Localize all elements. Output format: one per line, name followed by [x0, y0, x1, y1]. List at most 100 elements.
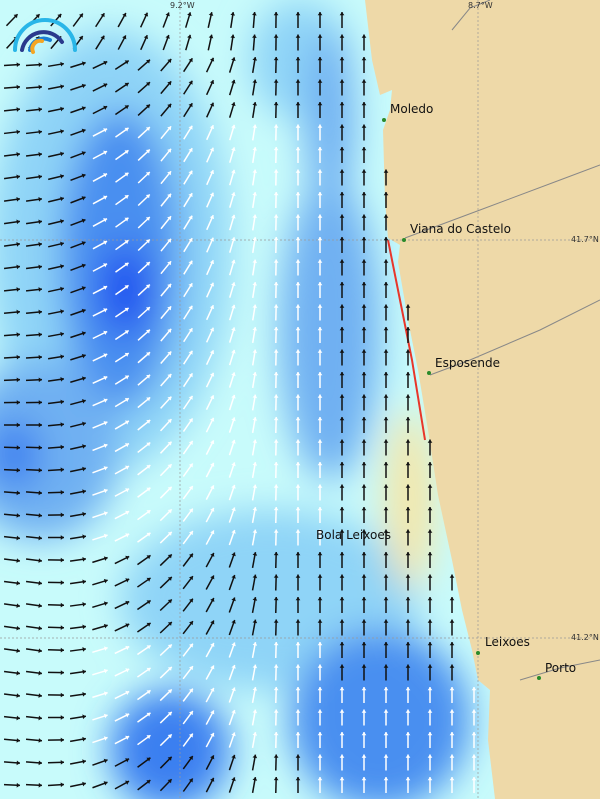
wave-arrow-head — [273, 192, 279, 196]
wave-arrow-head — [231, 529, 236, 534]
place-moledo[interactable]: Moledo — [390, 102, 434, 116]
wave-arrow-head — [295, 754, 301, 758]
wave-arrow-head — [16, 174, 20, 180]
wave-arrow-head — [427, 687, 433, 691]
wave-arrow-head — [82, 511, 86, 517]
wave-arrow-head — [405, 732, 411, 736]
place-bola-leixoes[interactable]: Bola Leixoes — [316, 528, 391, 542]
wave-arrow-head — [295, 687, 301, 691]
wave-arrow-head — [210, 597, 215, 602]
wave-arrow-head — [16, 107, 20, 112]
wave-arrow-head — [167, 193, 172, 198]
wave-arrow-head — [82, 421, 86, 427]
wave-arrow-head — [209, 260, 215, 265]
wave-arrow-head — [81, 263, 86, 269]
wave-arrow-head — [103, 240, 108, 245]
wave-arrow-head — [16, 62, 20, 68]
wave-arrow-head — [273, 304, 279, 308]
wave-arrow-head — [383, 237, 389, 241]
wave-arrow-head — [231, 642, 236, 647]
wave-arrow-head — [60, 782, 64, 788]
wave-arrow-head — [449, 709, 455, 713]
wave-arrow-head — [339, 619, 345, 623]
wave-arrow-head — [339, 439, 345, 443]
wave-arrow-head — [383, 709, 389, 713]
wave-direction-arrows — [3, 11, 477, 794]
wave-arrow-head — [188, 440, 193, 445]
place-esposende[interactable]: Esposende — [435, 356, 501, 370]
wave-arrow-head — [295, 777, 301, 781]
wave-arrow-head — [273, 169, 279, 173]
wave-arrow-head — [60, 241, 64, 247]
wave-arrow-head — [122, 35, 127, 40]
wave-arrow-head — [188, 283, 193, 288]
wave-arrow-head — [471, 687, 477, 691]
wave-arrow-head — [252, 214, 258, 219]
wave-arrow-head — [145, 127, 150, 131]
wave-arrow-head — [16, 648, 20, 653]
wave-arrow-head — [405, 394, 411, 398]
wave-arrow-head — [252, 687, 258, 691]
wave-arrow-head — [295, 552, 301, 556]
wave-arrow-head — [405, 529, 411, 533]
wave-arrow-head — [188, 350, 193, 355]
wave-arrow-head — [81, 106, 86, 111]
wave-arrow-head — [295, 372, 301, 376]
wave-arrow-head — [273, 462, 279, 466]
wave-arrow-head — [167, 216, 172, 221]
wave-arrow-head — [145, 329, 150, 334]
wave-arrow-head — [209, 170, 215, 175]
place-marker — [402, 238, 406, 242]
wave-arrow-head — [103, 195, 108, 200]
place-marker — [427, 371, 431, 375]
wave-arrow-head — [167, 599, 172, 604]
wave-arrow-head — [295, 79, 301, 83]
wave-arrow-head — [209, 80, 215, 85]
wave-arrow-head — [317, 169, 323, 173]
wave-arrow-head — [317, 124, 323, 128]
wave-arrow-head — [38, 490, 42, 496]
wave-arrow-head — [60, 129, 64, 134]
wave-arrow-head — [361, 664, 367, 668]
wave-arrow-head — [273, 417, 279, 421]
wave-arrow-head — [273, 147, 279, 151]
wave-arrow-head — [81, 398, 86, 404]
wave-arrow-head — [38, 129, 42, 135]
wave-arrow-head — [210, 530, 215, 535]
wave-arrow-head — [167, 644, 172, 649]
wave-arrow-head — [295, 169, 301, 173]
wave-arrow-head — [16, 625, 20, 631]
wave-arrow-head — [146, 510, 151, 515]
place-porto[interactable]: Porto — [545, 661, 577, 675]
wave-arrow-head — [188, 756, 193, 761]
wave-arrow-head — [273, 754, 279, 758]
wave-arrow-head — [383, 574, 389, 578]
wave-arrow-head — [81, 286, 86, 291]
wave-arrow-head — [209, 395, 215, 400]
wave-arrow-head — [339, 259, 345, 263]
wave-arrow-head — [231, 327, 236, 332]
wave-arrow-head — [38, 670, 42, 676]
wave-arrow-head — [427, 552, 433, 556]
wave-arrow-head — [146, 735, 151, 740]
wave-arrow-head — [252, 124, 258, 129]
wave-arrow-head — [449, 754, 455, 758]
wave-arrow-head — [60, 444, 64, 450]
place-leixoes[interactable]: Leixoes — [485, 635, 530, 649]
wave-arrow-head — [361, 754, 367, 758]
place-viana-do-castelo[interactable]: Viana do Castelo — [410, 222, 511, 236]
wave-arrow-head — [317, 57, 323, 61]
wave-arrow-head — [188, 193, 193, 198]
wave-arrow-head — [252, 34, 257, 38]
wave-arrow-head — [187, 34, 192, 39]
wave-arrow-head — [210, 507, 215, 512]
wave-arrow-head — [405, 372, 411, 376]
wave-arrow-head — [60, 264, 64, 269]
wave-arrow-head — [188, 215, 193, 220]
wave-arrow-head — [295, 619, 301, 623]
wave-arrow-head — [167, 779, 172, 784]
wave-arrow-head — [16, 670, 20, 676]
wave-arrow-head — [361, 732, 367, 736]
wave-arrow-head — [339, 417, 345, 421]
